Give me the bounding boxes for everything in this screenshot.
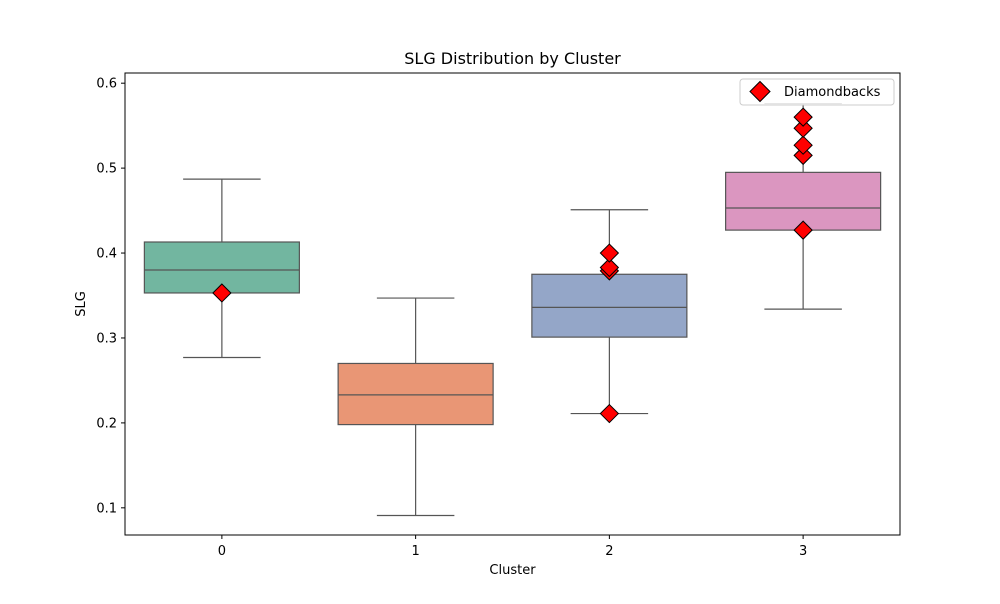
diamondbacks-point (599, 257, 620, 278)
y-axis: 0.1 0.2 0.3 0.4 0.5 0.6 (96, 77, 125, 516)
chart-title: SLG Distribution by Cluster (404, 49, 621, 68)
x-axis: 0 1 2 3 (218, 535, 807, 559)
iqr-box (531, 273, 688, 338)
legend: Diamondbacks (739, 78, 895, 106)
x-tick-label: 1 (411, 544, 419, 559)
legend-diamond-marker (749, 80, 771, 103)
highlight-points-layer (212, 107, 813, 424)
y-tick-label: 0.2 (96, 416, 117, 431)
diamondbacks-point (793, 145, 813, 166)
x-tick-label: 3 (799, 544, 807, 559)
legend-label: Diamondbacks (784, 85, 881, 100)
diamondbacks-point (793, 135, 813, 155)
y-tick-label: 0.5 (96, 162, 117, 177)
y-axis-label: SLG (74, 291, 89, 317)
diamondbacks-point (793, 107, 813, 127)
y-tick-label: 0.3 (96, 331, 117, 346)
y-tick-label: 0.1 (96, 501, 117, 516)
y-tick-label: 0.6 (96, 77, 117, 92)
diamondbacks-point (793, 220, 813, 240)
x-axis-label: Cluster (489, 563, 536, 578)
diamondbacks-point (793, 118, 813, 138)
y-tick-label: 0.4 (96, 247, 117, 262)
diamondbacks-point (599, 243, 620, 263)
iqr-box (337, 362, 494, 426)
plot-frame (124, 72, 901, 536)
x-tick-label: 2 (605, 544, 613, 559)
x-tick-label: 0 (218, 544, 226, 559)
box-group-cluster-1 (337, 297, 494, 517)
diamondbacks-point (599, 403, 620, 424)
legend-frame (739, 78, 895, 106)
diamondbacks-point (212, 283, 232, 303)
